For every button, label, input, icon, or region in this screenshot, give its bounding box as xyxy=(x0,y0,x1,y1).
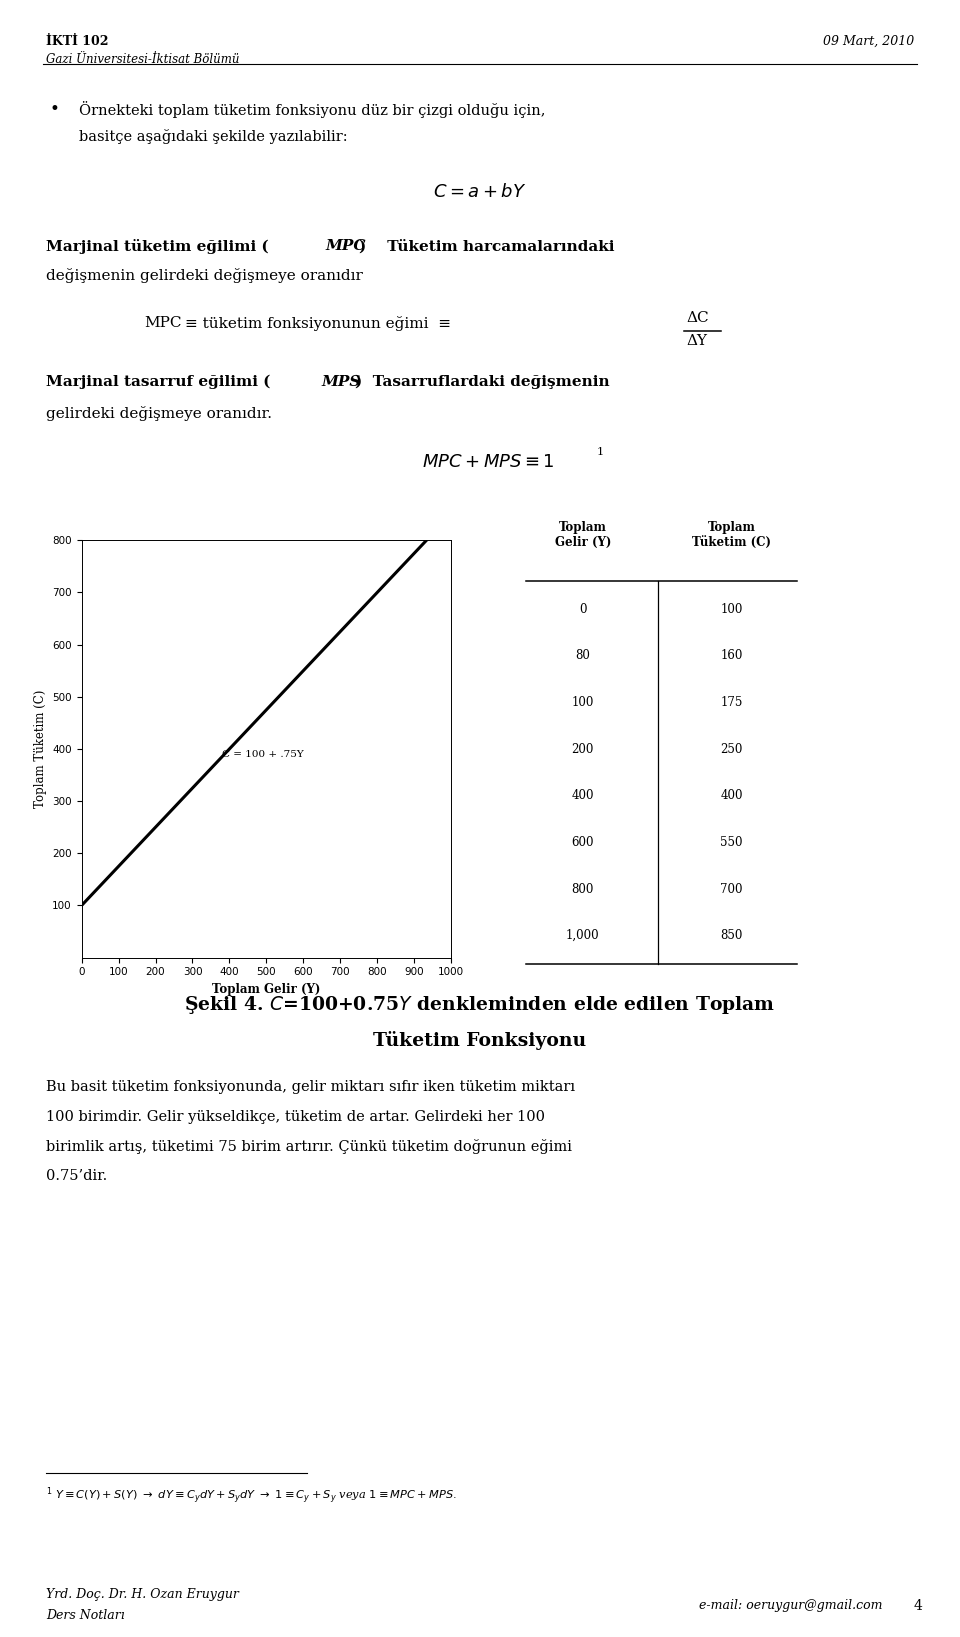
Text: $C = a + bY$: $C = a + bY$ xyxy=(433,183,527,201)
Text: 4: 4 xyxy=(914,1599,923,1614)
Text: 400: 400 xyxy=(571,789,594,802)
Text: C = 100 + .75Y: C = 100 + .75Y xyxy=(222,750,303,760)
Text: $MPC + MPS\equiv 1$: $MPC + MPS\equiv 1$ xyxy=(422,453,555,471)
Text: 175: 175 xyxy=(720,696,743,709)
Text: 1,000: 1,000 xyxy=(565,930,600,943)
Text: Marjinal tasarruf eğilimi (: Marjinal tasarruf eğilimi ( xyxy=(46,375,271,390)
Text: 100: 100 xyxy=(571,696,594,709)
Text: •: • xyxy=(50,101,60,118)
Text: 80: 80 xyxy=(575,650,590,663)
Text: MPS: MPS xyxy=(322,375,361,390)
Text: ≡ tüketim fonksiyonunun eğimi  ≡: ≡ tüketim fonksiyonunun eğimi ≡ xyxy=(185,316,451,331)
Text: gelirdeki değişmeye oranıdır.: gelirdeki değişmeye oranıdır. xyxy=(46,406,272,421)
Text: 850: 850 xyxy=(720,930,743,943)
Text: ΔC: ΔC xyxy=(686,311,709,326)
Text: Bu basit tüketim fonksiyonunda, gelir miktarı sıfır iken tüketim miktarı: Bu basit tüketim fonksiyonunda, gelir mi… xyxy=(46,1080,575,1095)
Text: MPC: MPC xyxy=(325,239,366,254)
Text: Gazi Üniversitesi-İktisat Bölümü: Gazi Üniversitesi-İktisat Bölümü xyxy=(46,52,240,65)
Text: MPC: MPC xyxy=(144,316,181,331)
Text: e-mail: oeruygur@gmail.com: e-mail: oeruygur@gmail.com xyxy=(699,1599,882,1612)
Text: 09 Mart, 2010: 09 Mart, 2010 xyxy=(823,34,914,47)
Text: 200: 200 xyxy=(571,743,594,756)
Text: Yrd. Doç. Dr. H. Ozan Eruygur: Yrd. Doç. Dr. H. Ozan Eruygur xyxy=(46,1588,239,1601)
Text: Tüketim Fonksiyonu: Tüketim Fonksiyonu xyxy=(373,1031,587,1051)
Text: 1: 1 xyxy=(597,447,604,457)
Text: Şekil 4. $\mathit{C}$=100+0.75$\mathit{Y}$ denkleminden elde edilen Toplam: Şekil 4. $\mathit{C}$=100+0.75$\mathit{Y… xyxy=(184,994,776,1015)
Text: 0.75’dir.: 0.75’dir. xyxy=(46,1169,108,1184)
Text: 100: 100 xyxy=(720,602,743,616)
Text: değişmenin gelirdeki değişmeye oranıdır: değişmenin gelirdeki değişmeye oranıdır xyxy=(46,268,363,283)
Text: Toplam
Gelir (Y): Toplam Gelir (Y) xyxy=(555,521,611,548)
Text: Ders Notları: Ders Notları xyxy=(46,1609,125,1622)
Text: 0: 0 xyxy=(579,602,587,616)
Text: birimlik artış, tüketimi 75 birim artırır. Çünkü tüketim doğrunun eğimi: birimlik artış, tüketimi 75 birim artırı… xyxy=(46,1139,572,1154)
Text: Marjinal tüketim eğilimi (: Marjinal tüketim eğilimi ( xyxy=(46,239,269,254)
Text: 400: 400 xyxy=(720,789,743,802)
Text: 550: 550 xyxy=(720,837,743,850)
Text: 100 birimdir. Gelir yükseldikçe, tüketim de artar. Gelirdeki her 100: 100 birimdir. Gelir yükseldikçe, tüketim… xyxy=(46,1110,545,1125)
Text: 600: 600 xyxy=(571,837,594,850)
Text: 160: 160 xyxy=(720,650,743,663)
Text: 250: 250 xyxy=(720,743,743,756)
Text: )    Tüketim harcamalarındaki: ) Tüketim harcamalarındaki xyxy=(359,239,614,254)
Text: İKTİ 102: İKTİ 102 xyxy=(46,34,108,47)
Text: basitçe aşağıdaki şekilde yazılabilir:: basitçe aşağıdaki şekilde yazılabilir: xyxy=(79,129,348,144)
Text: $^{1}$ $Y\equiv C(Y)+S(Y)$ $\rightarrow$ $dY\equiv C_y dY+S_y dY$ $\rightarrow$ : $^{1}$ $Y\equiv C(Y)+S(Y)$ $\rightarrow$… xyxy=(46,1485,457,1506)
Text: Toplam
Tüketim (C): Toplam Tüketim (C) xyxy=(692,521,771,548)
Text: )  Tasarruflardaki değişmenin: ) Tasarruflardaki değişmenin xyxy=(355,375,610,390)
Y-axis label: Toplam Tüketim (C): Toplam Tüketim (C) xyxy=(34,689,47,809)
Text: Örnekteki toplam tüketim fonksiyonu düz bir çizgi olduğu için,: Örnekteki toplam tüketim fonksiyonu düz … xyxy=(79,101,545,118)
Text: 800: 800 xyxy=(571,882,594,895)
Text: ΔY: ΔY xyxy=(686,334,708,349)
X-axis label: Toplam Gelir (Y): Toplam Gelir (Y) xyxy=(212,982,321,995)
Text: 700: 700 xyxy=(720,882,743,895)
